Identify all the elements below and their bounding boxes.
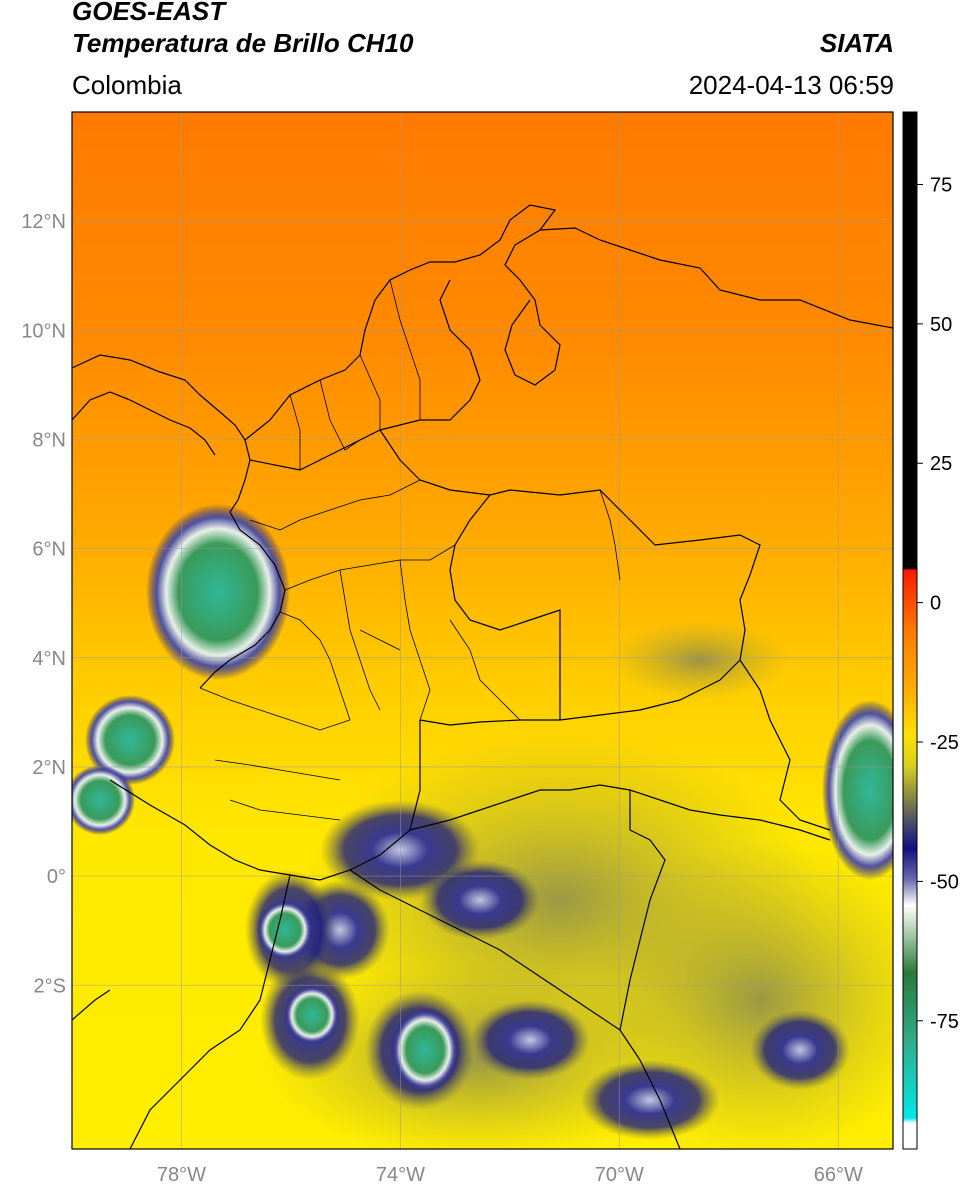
map-area <box>72 112 893 1149</box>
convective-region <box>750 1010 850 1090</box>
lat-tick-label: 2°S <box>34 975 66 997</box>
lon-tick-label: 70°W <box>595 1164 644 1186</box>
lat-tick-label: 6°N <box>32 539 66 561</box>
department-borders <box>199 279 621 821</box>
map-frame <box>71 111 894 1150</box>
lat-tick-label: 10°N <box>21 320 66 342</box>
lat-tick-label: 8°N <box>32 429 66 451</box>
colorbar-tick-label: -50 <box>930 871 959 893</box>
storm-core <box>284 985 340 1045</box>
lon-tick-label: 78°W <box>157 1164 206 1186</box>
region-label: Colombia <box>72 70 182 100</box>
colorbar-tick-label: 75 <box>930 174 952 196</box>
agency-label: SIATA <box>819 28 894 58</box>
lon-tick-label: 74°W <box>376 1164 425 1186</box>
satellite-title: GOES-EAST <box>72 0 226 26</box>
colorbar-tick-label: 0 <box>930 593 941 615</box>
storm-core <box>391 1008 459 1092</box>
convective-region <box>470 1000 590 1080</box>
storm-core <box>257 900 313 960</box>
olive-cloud-region <box>610 620 790 700</box>
colorbar-ticks: 75 50 25 0 -25 -50 -75 <box>917 174 959 1033</box>
storm-core <box>85 695 175 785</box>
storm-core <box>72 765 135 835</box>
country-borders <box>72 204 893 1149</box>
product-title: Temperatura de Brillo CH10 <box>72 28 414 58</box>
latitude-ticks: 12°N 10°N 8°N 6°N 4°N 2°N 0° 2°S <box>21 211 66 997</box>
colorbar-tick-label: -25 <box>930 732 959 754</box>
storm-core <box>822 700 893 880</box>
lat-tick-label: 12°N <box>21 211 66 233</box>
lat-tick-label: 0° <box>47 866 66 888</box>
lat-tick-label: 4°N <box>32 648 66 670</box>
lon-tick-label: 66°W <box>814 1164 863 1186</box>
storm-core <box>146 504 290 680</box>
convective-region <box>420 860 540 940</box>
colorbar: 75 50 25 0 -25 -50 -75 <box>902 111 959 1150</box>
lat-tick-label: 2°N <box>32 757 66 779</box>
longitude-ticks: 78°W 74°W 70°W 66°W <box>157 1164 863 1186</box>
convective-region <box>580 1060 720 1140</box>
colorbar-tick-label: -75 <box>930 1011 959 1033</box>
graticule <box>72 112 893 1149</box>
colorbar-tick-label: 25 <box>930 453 952 475</box>
colorbar-gradient <box>902 111 918 1150</box>
timestamp-label: 2024-04-13 06:59 <box>688 70 894 100</box>
colorbar-tick-label: 50 <box>930 314 952 336</box>
